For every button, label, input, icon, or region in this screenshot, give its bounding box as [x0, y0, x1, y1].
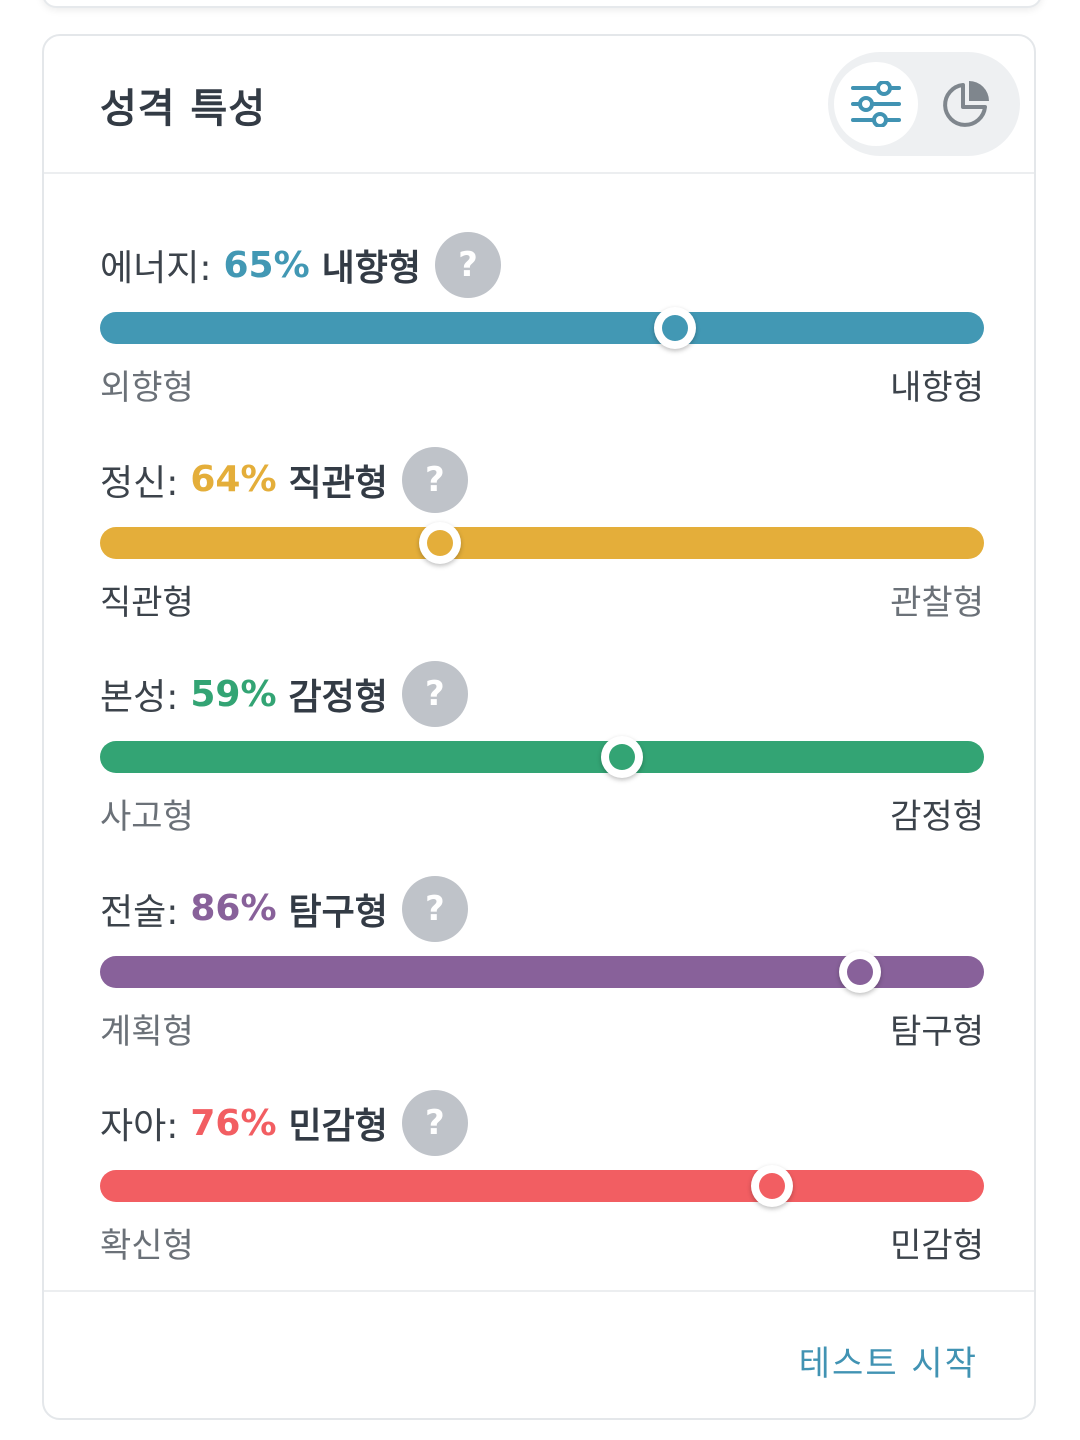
trait-left-label: 직관형 — [100, 582, 194, 623]
trait-category: 정신: — [100, 462, 179, 504]
trait-heading: 본성: 59% 감정형 ? — [100, 661, 468, 727]
trait-type: 탐구형 — [288, 891, 388, 933]
card-title: 성격 특성 — [100, 86, 267, 132]
trait-left-label: 확신형 — [100, 1226, 194, 1266]
thumb-dot — [661, 315, 688, 341]
trait-category: 본성: — [100, 677, 179, 718]
previous-card-edge — [42, 0, 1042, 8]
trait-category: 에너지: — [100, 248, 212, 289]
trait-heading: 전술: 86% 탐구형 ? — [100, 875, 468, 942]
trait-right-label: 민감형 — [890, 1226, 984, 1266]
trait-type: 감정형 — [288, 677, 388, 718]
sliders-view-button[interactable] — [834, 62, 918, 146]
trait-percent: 64% — [190, 459, 277, 500]
trait-slider-thumb[interactable] — [653, 307, 696, 349]
trait-category: 전술: — [100, 891, 179, 933]
trait-percent: 76% — [190, 1102, 277, 1144]
start-test-link[interactable]: 테스트 시작 — [798, 1344, 978, 1384]
trait-heading: 에너지: 65% 내향형 ? — [100, 232, 502, 298]
trait-row: 정신: 64% 직관형 ? 직관형 관찰형 — [100, 446, 984, 627]
help-icon: ? — [425, 459, 445, 500]
trait-left-label: 계획형 — [100, 1011, 194, 1052]
trait-bar — [100, 1165, 984, 1207]
trait-bar — [100, 521, 984, 564]
trait-right-label: 내향형 — [890, 368, 984, 408]
pie-chart-icon — [943, 81, 989, 127]
trait-row: 전술: 86% 탐구형 ? 계획형 탐구형 — [100, 875, 984, 1056]
pie-view-button[interactable] — [924, 62, 1008, 146]
trait-percent: 59% — [190, 673, 277, 715]
trait-heading: 정신: 64% 직관형 ? — [100, 446, 468, 513]
thumb-dot — [758, 1173, 785, 1199]
trait-type: 내향형 — [321, 248, 422, 289]
help-icon: ? — [425, 1103, 445, 1143]
personality-traits-card: 성격 특성 — [42, 34, 1036, 1420]
sliders-icon — [851, 81, 901, 127]
trait-slider-thumb[interactable] — [419, 521, 462, 564]
trait-category: 자아: — [100, 1106, 179, 1147]
help-button[interactable]: ? — [401, 1090, 468, 1156]
trait-type: 직관형 — [288, 462, 388, 504]
thumb-dot — [847, 958, 874, 985]
trait-row: 자아: 76% 민감형 ? 확신형 민감형 — [100, 1090, 984, 1270]
trait-right-label: 관찰형 — [890, 582, 984, 623]
trait-left-label: 외향형 — [100, 368, 194, 408]
trait-bar — [100, 950, 984, 993]
trait-heading: 자아: 76% 민감형 ? — [100, 1090, 468, 1156]
trait-bar — [100, 307, 984, 349]
trait-type: 민감형 — [288, 1106, 388, 1147]
help-button[interactable]: ? — [401, 661, 468, 727]
trait-percent: 65% — [223, 244, 310, 286]
trait-bar — [100, 736, 984, 778]
help-icon: ? — [425, 674, 445, 714]
help-button[interactable]: ? — [401, 446, 468, 513]
trait-slider-thumb[interactable] — [600, 736, 643, 778]
help-icon: ? — [458, 245, 478, 285]
card-footer: 테스트 시작 — [44, 1290, 1034, 1420]
help-button[interactable]: ? — [435, 232, 502, 298]
help-button[interactable]: ? — [401, 875, 468, 942]
card-header: 성격 특성 — [44, 36, 1034, 174]
trait-slider-thumb[interactable] — [839, 950, 882, 993]
trait-right-label: 감정형 — [890, 797, 984, 837]
thumb-dot — [608, 744, 635, 770]
view-toggle — [828, 52, 1020, 156]
trait-row: 본성: 59% 감정형 ? 사고형 감정형 — [100, 661, 984, 841]
trait-percent: 86% — [190, 888, 277, 929]
trait-row: 에너지: 65% 내향형 ? 외향형 내향형 — [100, 232, 984, 412]
thumb-dot — [427, 529, 454, 556]
trait-left-label: 사고형 — [100, 797, 194, 837]
trait-slider-thumb[interactable] — [750, 1165, 793, 1207]
trait-right-label: 탐구형 — [890, 1011, 984, 1052]
help-icon: ? — [425, 888, 445, 929]
